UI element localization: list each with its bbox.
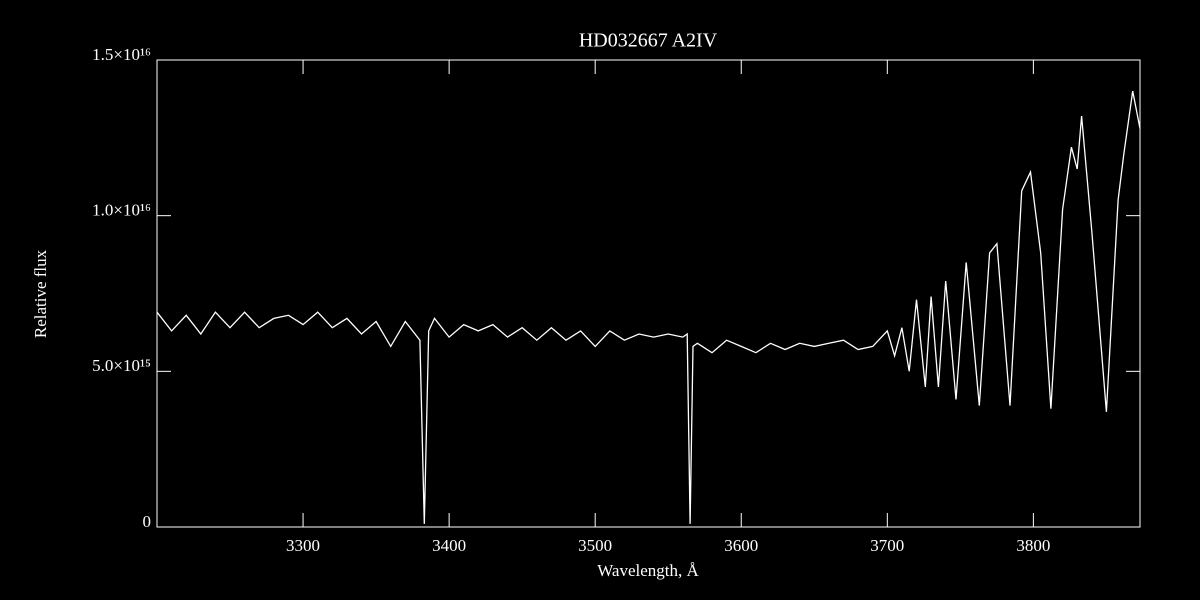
spectrum-line [156, 90, 1141, 524]
y-tick-label: 0 [143, 512, 152, 531]
y-tick-label: 1.0×10¹⁶ [92, 201, 151, 220]
y-tick-label: 1.5×10¹⁶ [92, 45, 151, 64]
chart-title: HD032667 A2IV [579, 30, 718, 52]
x-tick-label: 3300 [286, 536, 320, 555]
x-tick-label: 3500 [578, 536, 612, 555]
x-axis-label: Wavelength, Å [597, 561, 699, 580]
plot-frame [156, 59, 1141, 528]
x-tick-label: 3800 [1016, 536, 1050, 555]
x-tick-label: 3700 [870, 536, 904, 555]
y-axis-label: Relative flux [31, 249, 50, 338]
x-tick-label: 3400 [432, 536, 466, 555]
y-tick-label: 5.0×10¹⁵ [92, 356, 151, 375]
x-tick-label: 3600 [724, 536, 758, 555]
